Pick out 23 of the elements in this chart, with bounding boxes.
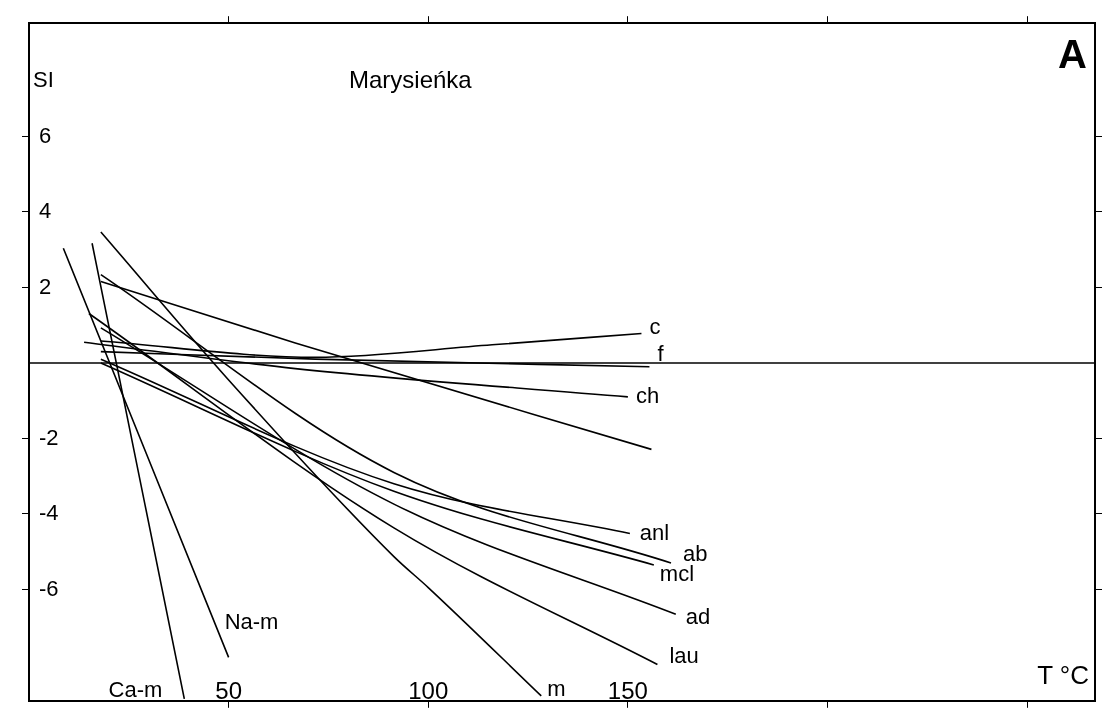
series-label: Na-m xyxy=(224,609,279,635)
text: Marysieńka xyxy=(349,65,473,93)
series-label: m xyxy=(547,675,566,701)
y-tick-label: -2 xyxy=(39,424,59,450)
y-tick-label: 6 xyxy=(39,122,52,148)
series-label: lau xyxy=(669,642,699,668)
series-label: ch xyxy=(635,382,660,408)
annotation: A xyxy=(1058,32,1087,77)
y-axis-title: SI xyxy=(33,67,54,93)
x-tick-label: 100 xyxy=(408,677,449,705)
y-tick-label: 2 xyxy=(39,273,52,299)
x-axis-title: T °C xyxy=(1037,659,1089,690)
y-tick-label: -6 xyxy=(39,575,59,601)
series-label: Ca-m xyxy=(108,676,163,702)
series-label: anl xyxy=(639,519,670,545)
series-label: c xyxy=(649,313,661,339)
series-label: ad xyxy=(685,604,711,630)
y-tick-label: -4 xyxy=(39,500,59,525)
series-label: mcl xyxy=(659,560,695,586)
x-tick-label: 150 xyxy=(607,677,648,705)
series-label: f xyxy=(657,340,665,366)
x-tick-label: 50 xyxy=(215,677,242,705)
y-tick-label: 4 xyxy=(39,198,52,224)
